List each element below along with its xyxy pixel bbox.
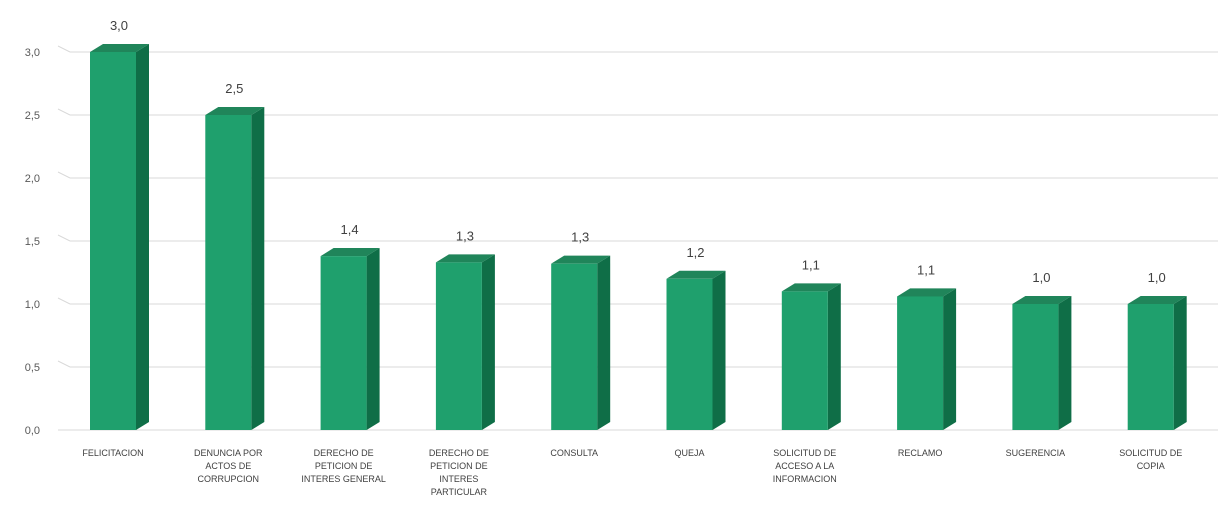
category-label: PARTICULAR xyxy=(431,487,488,497)
bar-top xyxy=(205,106,265,115)
bar-front xyxy=(205,115,252,430)
y-tick-label: 3,0 xyxy=(25,47,40,59)
category-label: SOLICITUD DE xyxy=(773,448,836,458)
category-label: FELICITACION xyxy=(82,448,143,458)
y-tick-label: 0,5 xyxy=(25,362,40,374)
bar xyxy=(435,254,495,430)
bar-front xyxy=(897,296,944,430)
category-label: DENUNCIA POR xyxy=(194,448,263,458)
category-label: SOLICITUD DE xyxy=(1119,448,1182,458)
bar-side xyxy=(251,106,265,430)
data-label: 1,0 xyxy=(1032,270,1050,285)
y-tick-label: 1,0 xyxy=(25,299,40,311)
bar xyxy=(666,270,726,430)
data-label: 1,4 xyxy=(341,222,359,237)
bar xyxy=(1012,295,1072,430)
bar-top xyxy=(1127,295,1187,304)
category-label: ACCESO A LA xyxy=(775,461,834,471)
category-label: ACTOS DE xyxy=(205,461,251,471)
bar-top xyxy=(666,270,726,279)
gridline-depth xyxy=(57,234,71,242)
y-tick-label: 2,5 xyxy=(25,110,40,122)
bar-top xyxy=(435,254,495,263)
bar-side xyxy=(136,43,149,430)
bar-side xyxy=(712,270,726,430)
gridline-depth xyxy=(57,108,71,116)
bars xyxy=(90,43,1187,430)
gridline-depth xyxy=(57,45,71,53)
category-label: COPIA xyxy=(1137,461,1165,471)
data-label: 1,3 xyxy=(571,230,589,245)
bar-front xyxy=(435,262,482,430)
bar-side xyxy=(943,288,957,430)
bar-front xyxy=(320,256,367,430)
y-tick-label: 1,5 xyxy=(25,236,40,248)
bar xyxy=(551,255,611,430)
data-label: 1,1 xyxy=(802,257,820,272)
bar-side xyxy=(366,248,380,430)
bar-top xyxy=(320,248,380,257)
category-label: CORRUPCION xyxy=(198,474,260,484)
bar-side xyxy=(1173,295,1187,430)
category-label: PETICION DE xyxy=(430,461,488,471)
y-tick-label: 2,0 xyxy=(25,173,40,185)
bar xyxy=(1127,295,1187,430)
category-label: INTERES xyxy=(439,474,478,484)
y-tick-label: 0,0 xyxy=(25,425,40,437)
data-labels: 3,0 2,5 1,4 1,3 1,3 1,2 1,1 1,1 1,0 1,0 xyxy=(110,18,1166,285)
data-label: 1,3 xyxy=(456,228,474,243)
category-label: SUGERENCIA xyxy=(1006,448,1066,458)
data-label: 1,1 xyxy=(917,262,935,277)
bar-top xyxy=(90,43,149,52)
data-label: 1,0 xyxy=(1148,270,1166,285)
gridline-depth xyxy=(57,360,71,368)
bar-side xyxy=(827,283,841,430)
bar xyxy=(897,288,957,430)
bar xyxy=(320,248,380,430)
bar-side xyxy=(481,254,495,430)
bar-front xyxy=(666,278,713,430)
category-label: DERECHO DE xyxy=(429,448,489,458)
bar-front xyxy=(1127,304,1174,430)
category-label: INFORMACION xyxy=(773,474,837,484)
data-label: 2,5 xyxy=(225,81,243,96)
bar-top xyxy=(551,255,611,264)
bar-top xyxy=(897,288,957,297)
bar-front xyxy=(1012,304,1059,430)
category-label: PETICION DE xyxy=(315,461,373,471)
bar-front xyxy=(781,291,828,430)
category-label: QUEJA xyxy=(674,448,704,458)
gridline-depth xyxy=(57,297,71,305)
category-label: RECLAMO xyxy=(898,448,943,458)
data-label: 3,0 xyxy=(110,18,128,33)
data-label: 1,2 xyxy=(686,245,704,260)
category-label: INTERES GENERAL xyxy=(301,474,386,484)
bar xyxy=(90,43,149,430)
bar-top xyxy=(1012,295,1072,304)
bar-side xyxy=(1058,295,1072,430)
y-axis: 0,0 0,5 1,0 1,5 2,0 2,5 3,0 xyxy=(25,47,40,437)
bar-side xyxy=(597,255,611,430)
bar-front xyxy=(551,263,598,430)
category-label: DERECHO DE xyxy=(314,448,374,458)
bar-front xyxy=(90,52,136,430)
bar-top xyxy=(781,283,841,292)
bar xyxy=(781,283,841,430)
x-axis: FELICITACION DENUNCIA POR ACTOS DE CORRUPCI… xyxy=(82,448,1182,497)
bar xyxy=(205,106,265,430)
gridline-depth xyxy=(57,171,71,179)
category-label: CONSULTA xyxy=(550,448,598,458)
